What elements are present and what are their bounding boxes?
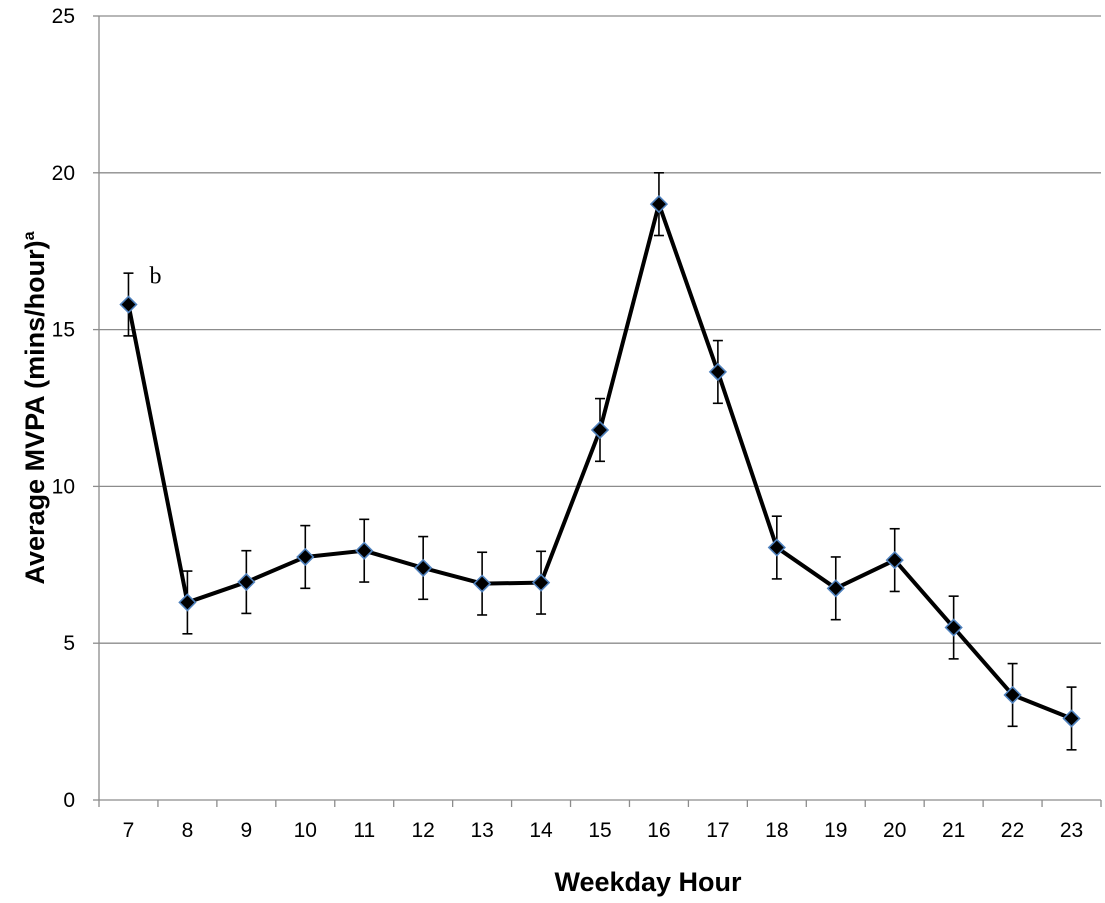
annotations: b [149, 264, 161, 290]
data-point [414, 558, 433, 578]
y-axis-title-main: Average MVPA (mins/hour) [20, 240, 50, 584]
data-point [944, 618, 963, 637]
x-tick-label: 21 [942, 819, 965, 842]
y-tick-label: 0 [63, 789, 75, 812]
y-axis-title: Average MVPA (mins/hour)a [20, 231, 50, 584]
y-axis-title-superscript: a [21, 231, 38, 240]
axes [93, 15, 1102, 807]
data-point [1062, 709, 1081, 728]
x-tick-label: 10 [294, 819, 317, 842]
data-point [826, 579, 845, 598]
y-tick-label: 20 [52, 162, 75, 185]
y-tick-label: 10 [52, 475, 75, 498]
x-tick-label: 19 [824, 819, 847, 842]
data-point [178, 593, 197, 612]
y-tick-label: 5 [63, 632, 75, 655]
x-tick-label: 8 [182, 819, 194, 842]
x-tick-label: 14 [529, 819, 553, 842]
data-point [708, 362, 728, 382]
x-tick-label: 12 [411, 819, 434, 842]
x-tick-labels: 7 8 9 10 11 12 13 14 15 16 17 18 19 20 21 22 23 [123, 819, 1084, 842]
y-tick-label: 15 [52, 319, 75, 342]
annotation-label: b [149, 264, 161, 290]
x-tick-label: 9 [241, 819, 253, 842]
x-tick-label: 17 [706, 819, 729, 842]
x-tick-label: 7 [123, 819, 135, 842]
x-tick-label: 20 [883, 819, 906, 842]
x-tick-label: 18 [765, 819, 788, 842]
x-tick-label: 16 [647, 819, 670, 842]
series-mvpa [119, 172, 1081, 751]
y-tick-label: 25 [52, 5, 75, 28]
data-point [296, 547, 315, 567]
data-point [119, 295, 138, 314]
data-point [1003, 685, 1022, 705]
x-tick-label: 22 [1001, 819, 1024, 842]
x-tick-label: 13 [470, 819, 493, 842]
gridlines [99, 15, 1101, 644]
data-point [767, 538, 786, 557]
data-point [531, 573, 551, 592]
data-point [590, 420, 610, 440]
data-point [237, 572, 256, 592]
y-tick-labels: 0 5 10 15 20 25 [52, 5, 75, 812]
data-point [649, 195, 669, 214]
x-tick-label: 23 [1060, 819, 1083, 842]
x-tick-label: 11 [353, 819, 375, 842]
data-point [885, 550, 904, 570]
x-tick-label: 15 [588, 819, 611, 842]
data-point [355, 541, 374, 560]
data-point [472, 574, 492, 593]
x-axis-title: Weekday Hour [554, 867, 742, 897]
